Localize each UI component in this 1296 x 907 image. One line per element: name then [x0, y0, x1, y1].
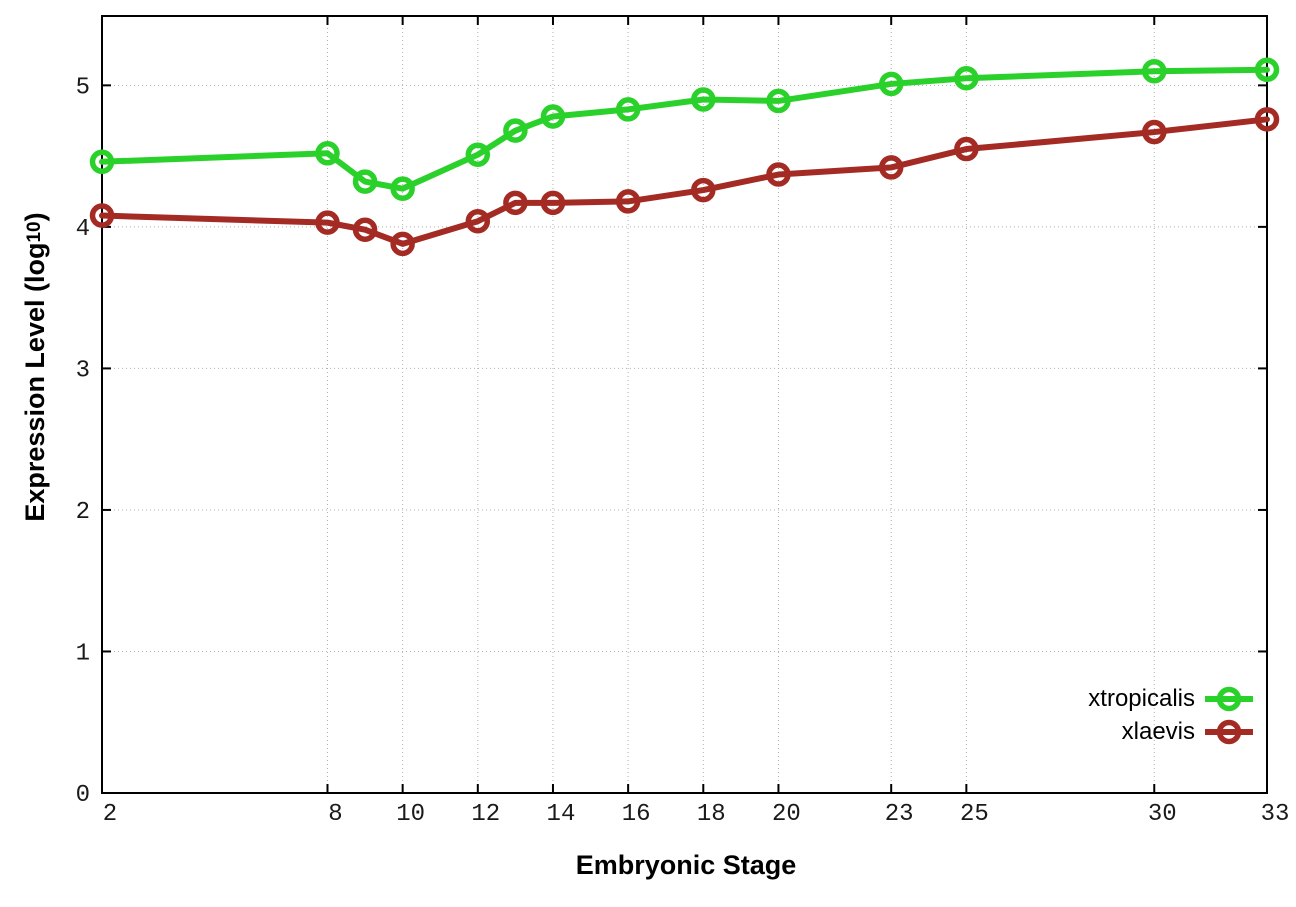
data-point-xlaevis-14 — [540, 190, 566, 216]
data-point-xlaevis-25 — [954, 136, 979, 162]
data-point-xlaevis-12 — [465, 208, 491, 234]
data-point-xtropicalis-33 — [1254, 57, 1280, 83]
data-point-xtropicalis-10 — [390, 176, 415, 201]
y-axis-title-close: ) — [19, 212, 50, 222]
legend-label-xtropicalis: xtropicalis — [1088, 685, 1195, 712]
y-tick-label-3: 3 — [76, 357, 90, 384]
y-axis-title: Expression Level (log 10) — [19, 212, 50, 522]
data-point-xtropicalis-2 — [89, 149, 115, 175]
data-point-xtropicalis-13 — [503, 118, 528, 143]
plot-border — [101, 15, 1268, 794]
data-point-xlaevis-18 — [691, 177, 716, 203]
legend-sample-circle-xlaevis — [1216, 719, 1242, 745]
x-tick-label-16: 16 — [622, 801, 651, 828]
legend: xtropicalis xlaevis — [1088, 684, 1253, 747]
y-tick-label-0: 0 — [76, 782, 90, 809]
data-point-xtropicalis-20 — [766, 88, 791, 114]
data-point-xtropicalis-25 — [954, 66, 979, 91]
x-tick-label-20: 20 — [772, 801, 801, 828]
data-point-xlaevis-16 — [615, 189, 641, 214]
y-tick-label-2: 2 — [76, 499, 90, 526]
data-point-xlaevis-23 — [878, 155, 904, 180]
data-point-xlaevis-2 — [89, 203, 115, 228]
x-tick-label-33: 33 — [1261, 801, 1290, 828]
y-tick-label-1: 1 — [76, 640, 90, 667]
data-point-xlaevis-30 — [1142, 119, 1167, 145]
x-tick-label-25: 25 — [960, 801, 989, 828]
x-tick-label-23: 23 — [885, 801, 914, 828]
data-point-xlaevis-20 — [766, 162, 791, 187]
x-tick-label-8: 8 — [328, 801, 342, 828]
x-tick-label-30: 30 — [1148, 801, 1177, 828]
data-point-xtropicalis-14 — [540, 104, 566, 129]
data-point-xlaevis-8 — [315, 210, 340, 235]
x-axis-title: Embryonic Stage — [575, 850, 797, 880]
data-point-xlaevis-33 — [1254, 107, 1280, 132]
legend-entry-xtropicalis: xtropicalis — [1088, 684, 1253, 714]
data-point-xtropicalis-30 — [1142, 58, 1167, 84]
series-line-xtropicalis — [99, 66, 1270, 192]
legend-sample-circle-xtropicalis — [1216, 686, 1242, 712]
data-point-xtropicalis-12 — [465, 142, 491, 167]
data-point-xtropicalis-8 — [315, 141, 340, 166]
series-line-xlaevis — [99, 116, 1270, 247]
y-axis-title-main: Expression Level (log — [19, 242, 50, 522]
legend-marker-xlaevis — [1205, 719, 1253, 745]
x-tick-label-18: 18 — [697, 801, 726, 828]
x-tick-label-2: 2 — [103, 801, 117, 828]
data-point-xlaevis-10 — [390, 231, 415, 257]
x-tick-label-14: 14 — [547, 801, 576, 828]
x-tick-label-12: 12 — [471, 801, 500, 828]
data-point-xtropicalis-18 — [691, 87, 716, 112]
x-tick-label-10: 10 — [396, 801, 425, 828]
legend-label-xlaevis: xlaevis — [1121, 718, 1195, 745]
y-tick-label-4: 4 — [76, 216, 90, 243]
data-point-xtropicalis-16 — [615, 97, 641, 122]
data-point-xtropicalis-9 — [352, 169, 378, 194]
data-point-xlaevis-13 — [503, 190, 528, 216]
y-tick-label-5: 5 — [76, 74, 90, 101]
data-point-xlaevis-9 — [352, 217, 378, 242]
data-point-xtropicalis-23 — [878, 71, 904, 97]
legend-entry-xlaevis: xlaevis — [1088, 717, 1253, 747]
legend-marker-xtropicalis — [1205, 686, 1253, 712]
